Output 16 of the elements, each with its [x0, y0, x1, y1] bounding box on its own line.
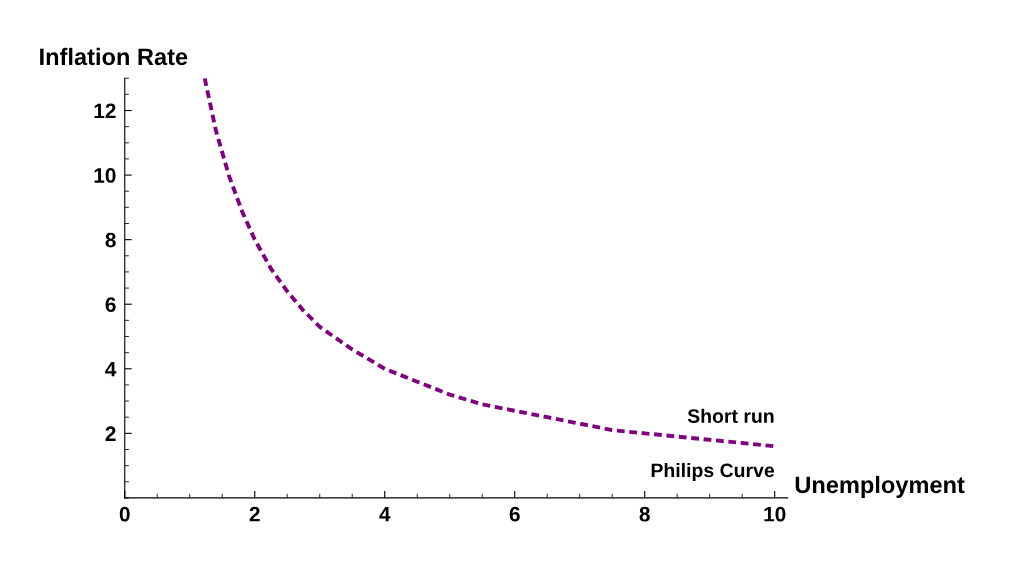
y-tick-label: 12	[94, 103, 116, 119]
x-tick-label: 8	[639, 506, 650, 522]
y-tick-label: 4	[105, 361, 117, 377]
x-tick-label: 10	[764, 506, 786, 522]
x-tick-label: 4	[379, 507, 391, 522]
y-tick-label: 6	[105, 297, 116, 312]
x-tick-label: 0	[119, 506, 130, 522]
y-axis-title: Inflation Rate	[40, 47, 188, 66]
annotation: Short run	[687, 408, 774, 423]
y-tick-label: 8	[105, 232, 116, 248]
x-tick-label: 6	[509, 506, 520, 522]
annotation: Philips Curve	[651, 462, 775, 482]
x-axis-title: Unemployment	[795, 475, 965, 498]
y-tick-label: 10	[94, 168, 116, 183]
y-tick-label: 2	[105, 426, 116, 441]
x-tick-label: 2	[249, 506, 260, 522]
